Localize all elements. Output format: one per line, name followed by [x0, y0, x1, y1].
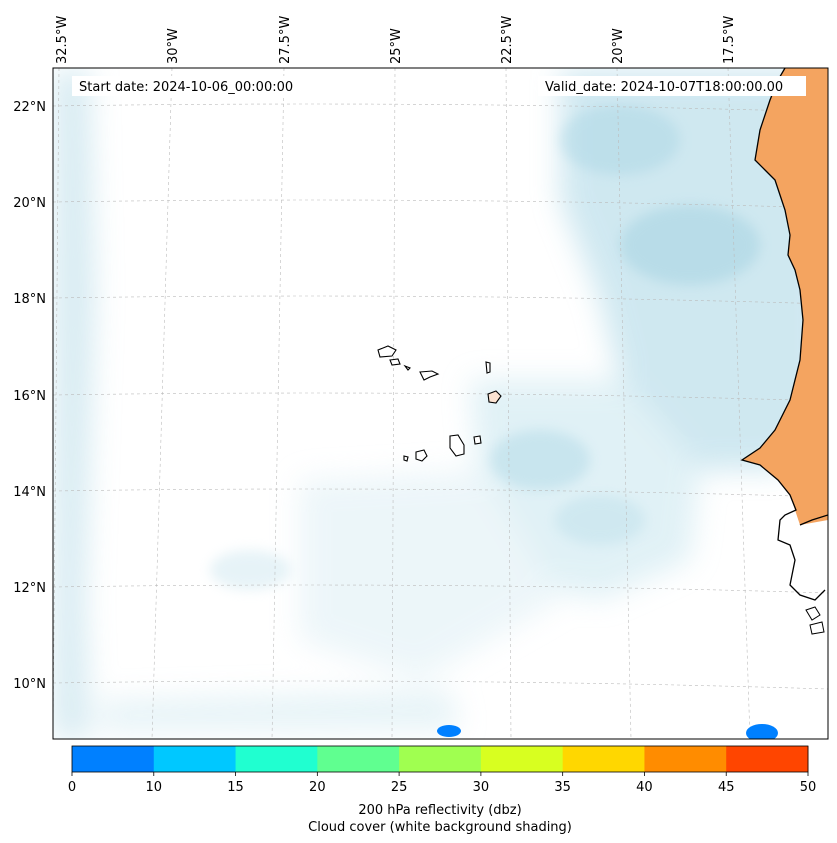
valid-date-box [538, 76, 806, 96]
island-maio [473, 435, 482, 445]
island-fogo [415, 449, 428, 462]
colorbar-swatch [72, 746, 155, 772]
longitude-labels: 32.5°W 30°W 27.5°W 25°W 22.5°W 20°W 17.5… [55, 16, 737, 64]
colorbar-tick-label: 40 [636, 780, 653, 795]
colorbar-swatch [644, 746, 727, 772]
colorbar-tick-label: 30 [473, 780, 490, 795]
lon-label: 17.5°W [722, 16, 737, 64]
cloud-region-south [100, 690, 460, 732]
colorbar-tick-label: 45 [718, 780, 735, 795]
meridian-line [616, 68, 632, 739]
map-panel: Start date: 2024-10-06_00:00:00 Valid_da… [52, 67, 829, 740]
cloud-region-scattered [300, 470, 560, 680]
colorbar-tick-label: 0 [68, 780, 76, 795]
island-sao-nicolau [419, 370, 440, 381]
colorbar-swatch [480, 746, 564, 772]
lon-label: 30°W [166, 28, 181, 64]
colorbar-tick-label: 25 [391, 780, 408, 795]
island-brava [403, 455, 409, 462]
cloud-cell [210, 550, 290, 590]
colorbar-swatch [726, 746, 809, 772]
island-boa-vista [487, 390, 502, 404]
colorbar-ticks: 0 10 15 20 25 30 35 40 45 50 [68, 772, 816, 795]
lat-label: 22°N [13, 100, 46, 115]
start-date-box [72, 76, 312, 96]
cape-verde-islands [377, 345, 502, 462]
cloud-region-west-edge [53, 70, 95, 739]
cloud-cell [555, 495, 645, 545]
parallel-line [53, 295, 828, 305]
reflectivity-cell [437, 725, 461, 737]
colorbar-tick-label: 10 [146, 780, 163, 795]
latitude-labels: 22°N 20°N 18°N 16°N 14°N 12°N 10°N [13, 100, 46, 692]
lon-label: 32.5°W [55, 16, 70, 64]
colorbar-label-cloud-cover: Cloud cover (white background shading) [308, 820, 572, 835]
meridian-line [271, 68, 285, 739]
parallel-line [53, 488, 828, 498]
parallel-line [53, 584, 828, 594]
meridian-line [151, 68, 173, 739]
colorbar-swatch [317, 746, 400, 772]
cloud-cover-detail [210, 105, 760, 590]
meridian-line [391, 68, 396, 739]
africa-coastline [740, 68, 828, 601]
cloud-cell [490, 430, 590, 490]
lon-label: 27.5°W [278, 16, 293, 64]
colorbar-swatch [235, 746, 318, 772]
lat-label: 20°N [13, 196, 46, 211]
lat-label: 10°N [13, 677, 46, 692]
cloud-cell [560, 105, 680, 175]
colorbar-label-reflectivity: 200 hPa reflectivity (dbz) [358, 803, 521, 818]
parallel-line [53, 680, 828, 690]
island-sal [485, 361, 491, 374]
africa-land-reflectivity [742, 68, 828, 525]
start-date-label: Start date: 2024-10-06_00:00:00 [79, 80, 293, 95]
lat-label: 14°N [13, 485, 46, 500]
reflectivity-cell [746, 724, 778, 739]
parallel-line [53, 392, 828, 402]
cloud-cell [620, 205, 760, 285]
meridian-line [53, 68, 60, 739]
island-santa-luzia [403, 364, 411, 371]
colorbar-swatch [399, 746, 482, 772]
colorbar-swatches [72, 746, 809, 772]
parallel-line [53, 199, 828, 209]
colorbar-swatch [153, 746, 237, 772]
lat-label: 16°N [13, 389, 46, 404]
lat-label: 12°N [13, 581, 46, 596]
lon-label: 25°W [389, 28, 404, 64]
island-santiago [449, 434, 465, 457]
colorbar-tick-label: 20 [309, 780, 326, 795]
valid-date-label: Valid_date: 2024-10-07T18:00:00.00 [545, 80, 783, 95]
meridian-line [727, 68, 751, 739]
graticule [53, 68, 828, 739]
colorbar-tick-label: 35 [554, 780, 571, 795]
island-santo-antao [377, 345, 397, 358]
lon-label: 20°W [611, 28, 626, 64]
colorbar-swatch [562, 746, 645, 772]
guinea-bissau-islands [805, 606, 825, 635]
lat-label: 18°N [13, 292, 46, 307]
colorbar-tick-label: 15 [227, 780, 244, 795]
lon-label: 22.5°W [500, 16, 515, 64]
colorbar-tick-label: 50 [800, 780, 817, 795]
colorbar: 0 10 15 20 25 30 35 40 45 50 200 hPa reflectivity… [68, 745, 816, 835]
map-border [52, 67, 829, 740]
colorbar-border [71, 745, 809, 773]
meridian-line [505, 68, 512, 739]
island-sao-vicente [389, 358, 401, 366]
parallel-line [53, 103, 828, 113]
